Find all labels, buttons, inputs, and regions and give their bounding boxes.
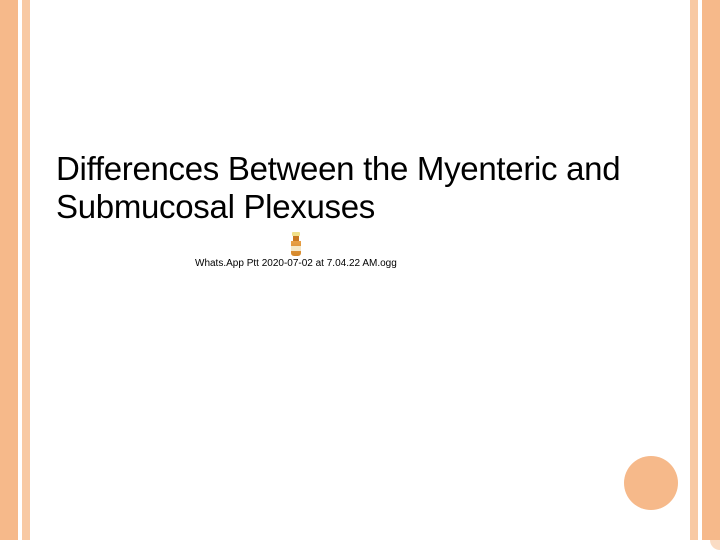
- border-right-outer: [702, 0, 720, 540]
- accent-circle: [624, 456, 678, 510]
- attachment-filename: Whats.App Ptt 2020-07-02 at 7.04.22 AM.o…: [195, 258, 397, 269]
- border-left-outer: [0, 0, 18, 540]
- slide-title: Differences Between the Myenteric and Su…: [56, 150, 656, 226]
- corner-circle: [710, 530, 720, 550]
- audio-file-icon: [289, 232, 303, 256]
- audio-attachment[interactable]: Whats.App Ptt 2020-07-02 at 7.04.22 AM.o…: [195, 232, 397, 269]
- border-left-inner: [22, 0, 30, 540]
- border-right-inner: [690, 0, 698, 540]
